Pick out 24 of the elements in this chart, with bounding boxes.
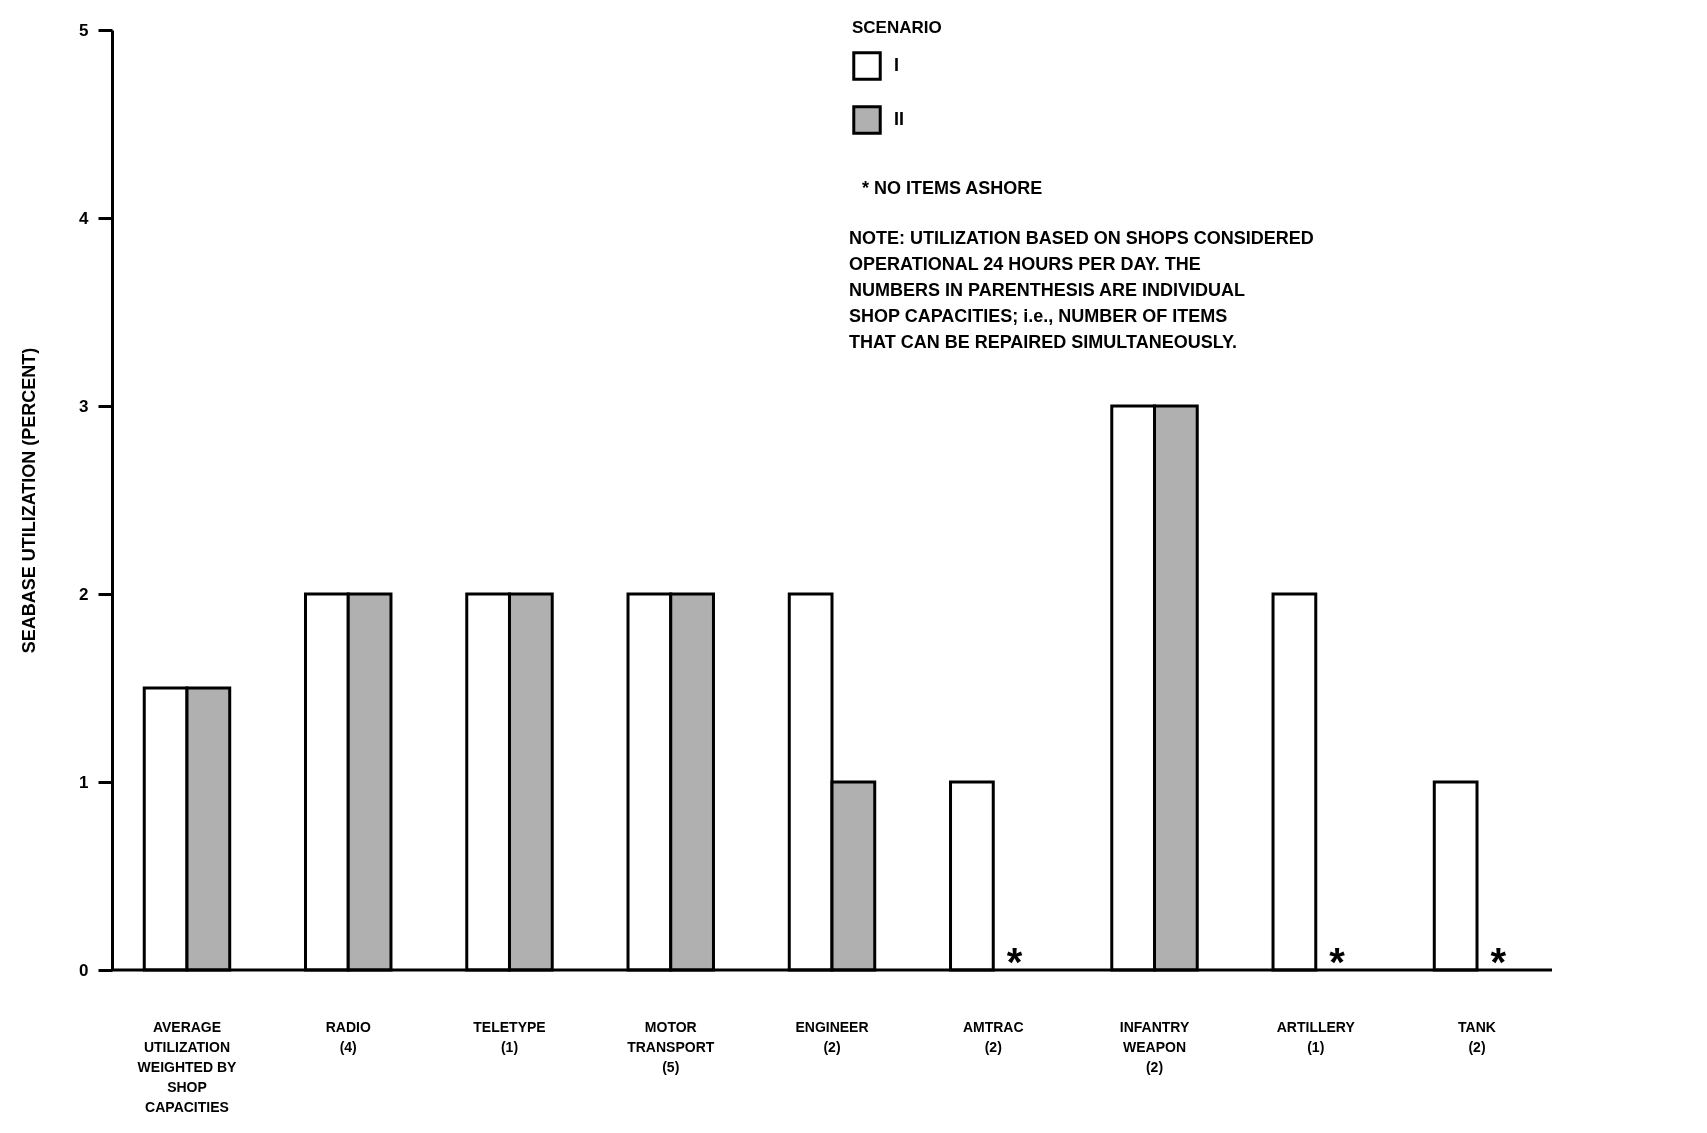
x-tick-label: TANK (2) bbox=[1458, 1018, 1496, 1055]
x-tick-label: RADIO (4) bbox=[325, 1018, 371, 1055]
x-tick-label: ARTILLERY (1) bbox=[1276, 1018, 1356, 1055]
y-tick-label: 3 bbox=[79, 396, 89, 416]
x-tick-label: AVERAGE UTILIZATION WEIGHTED BY SHOP CAPACITIES bbox=[137, 1018, 238, 1115]
x-tick-label: INFANTRY WEAPON (2) bbox=[1119, 1018, 1190, 1075]
annotation: * bbox=[1329, 940, 1346, 984]
x-tick-label: ENGINEER (2) bbox=[795, 1018, 869, 1055]
y-tick-label: 4 bbox=[79, 208, 90, 228]
legend-label: II bbox=[894, 109, 905, 129]
x-tick-label: AMTRAC (2) bbox=[962, 1018, 1024, 1055]
y-axis-title: SEABASE UTILIZATION (PERCENT) bbox=[19, 347, 40, 654]
y-tick-label: 1 bbox=[79, 772, 89, 792]
x-tick-label: MOTOR TRANSPORT (5) bbox=[627, 1018, 715, 1075]
annotation: * NO ITEMS ASHORE bbox=[862, 178, 1043, 198]
x-tick-label: TELETYPE (1) bbox=[473, 1018, 546, 1055]
y-tick-label: 5 bbox=[79, 20, 89, 40]
annotation: * bbox=[1490, 940, 1507, 984]
annotation: * bbox=[1006, 940, 1023, 984]
y-tick-label: 0 bbox=[79, 960, 89, 980]
legend-label: I bbox=[894, 55, 900, 75]
annotation: NOTE: UTILIZATION BASED ON SHOPS CONSIDERED OPERATIONAL 24 HOURS PER DAY. THE NUMBERS IN PARENTHESIS ARE INDIVIDUAL SHOP CAPACITIES; i.e., NUMBER OF ITEMS THAT CAN BE REPAIRED SIMULTANEOUSLY. bbox=[849, 228, 1314, 352]
legend-title: SCENARIO bbox=[852, 18, 942, 37]
y-tick-label: 2 bbox=[79, 584, 89, 604]
